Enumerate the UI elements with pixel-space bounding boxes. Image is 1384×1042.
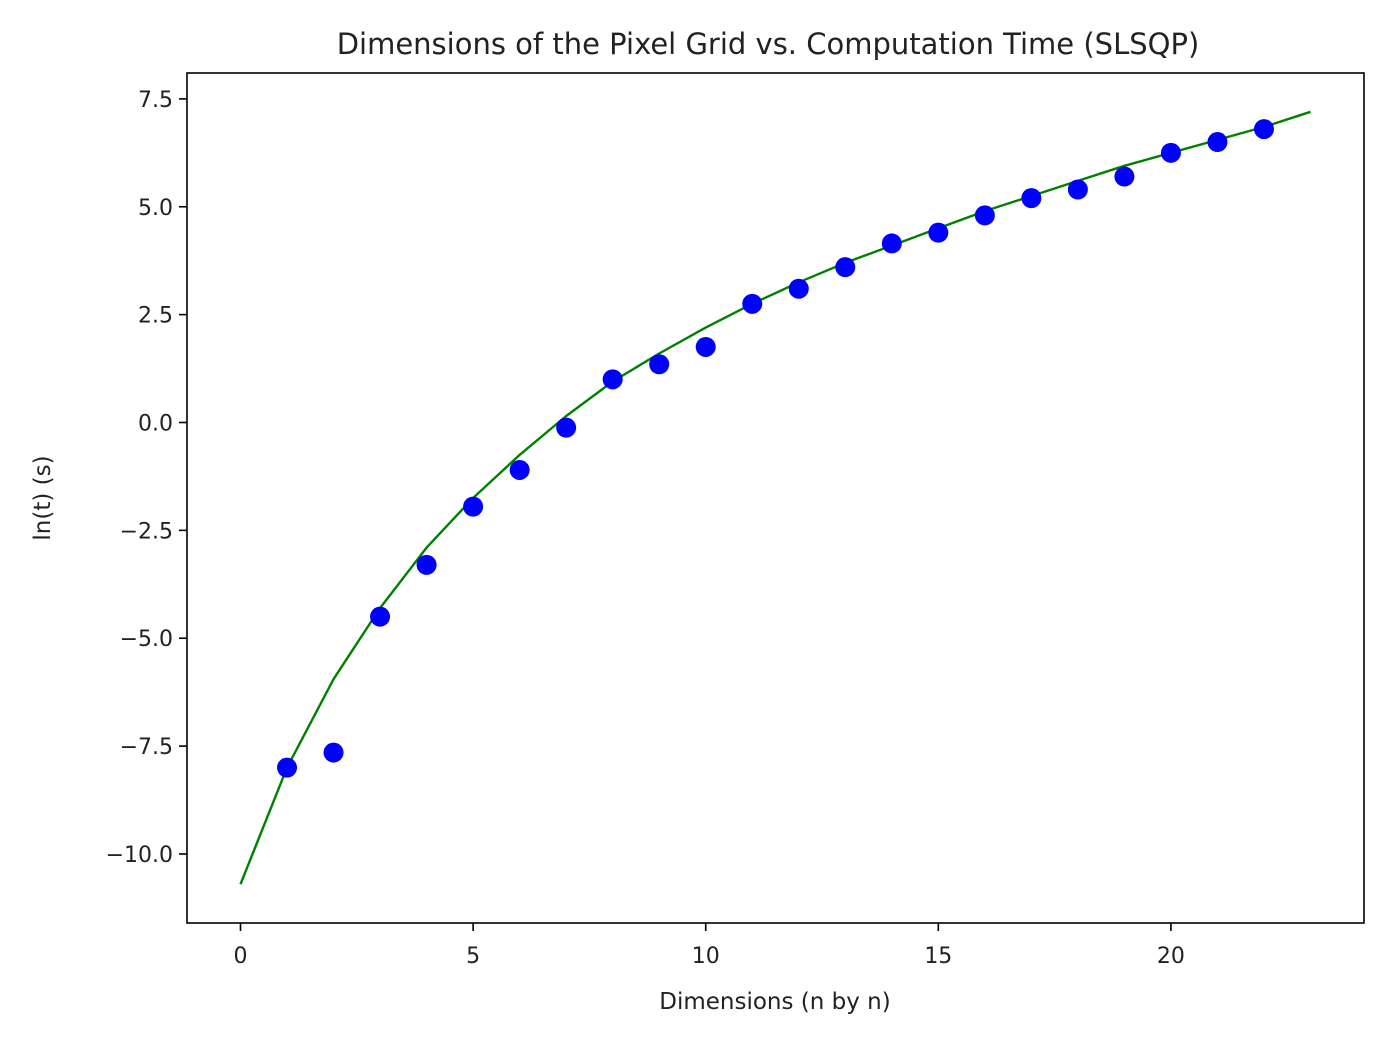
data-point [928, 222, 949, 243]
data-point [1160, 142, 1181, 163]
x-tick-label: 10 [692, 944, 720, 969]
data-point [835, 257, 856, 278]
data-point [742, 293, 763, 314]
y-tick-label: 7.5 [138, 88, 173, 113]
data-point [277, 757, 298, 778]
x-tick-label: 0 [234, 944, 248, 969]
data-point [881, 233, 902, 254]
data-points-layer [277, 119, 1274, 778]
x-tick-label: 5 [466, 944, 480, 969]
chart-title: Dimensions of the Pixel Grid vs. Computa… [337, 27, 1200, 61]
data-point [788, 278, 809, 299]
plot-frame [186, 72, 1365, 924]
y-tick-label: 2.5 [138, 304, 173, 329]
data-point [602, 369, 623, 390]
y-tick-label: −10.0 [106, 843, 173, 868]
x-axis-ticks: 0 5 10 15 20 [234, 923, 1185, 969]
data-point [556, 417, 577, 438]
y-tick-label: 5.0 [138, 196, 173, 221]
x-tick-label: 15 [924, 944, 952, 969]
fit-curve [239, 110, 1311, 885]
data-point [649, 354, 670, 375]
data-point [416, 554, 437, 575]
y-tick-label: 0.0 [138, 411, 173, 436]
data-point [463, 496, 484, 517]
data-point [1021, 188, 1042, 209]
x-axis-label: Dimensions (n by n) [659, 989, 890, 1015]
plot-area [187, 73, 1364, 923]
x-tick-label: 20 [1157, 944, 1185, 969]
y-tick-label: −5.0 [120, 627, 173, 652]
data-point [1067, 179, 1088, 200]
data-point [1114, 166, 1135, 187]
data-point [323, 742, 344, 763]
data-point [1253, 119, 1274, 140]
data-point [370, 606, 391, 627]
data-point [695, 336, 716, 357]
data-point [974, 205, 995, 226]
y-axis-label: ln(t) (s) [30, 455, 56, 540]
y-tick-label: −7.5 [120, 735, 173, 760]
data-point [1207, 132, 1228, 153]
fit-curve-layer [239, 110, 1311, 885]
y-axis-ticks: 7.5 5.0 2.5 0.0 −2.5 −5.0 −7.5 −10.0 [106, 88, 187, 868]
y-tick-label: −2.5 [120, 519, 173, 544]
data-point [509, 459, 530, 480]
